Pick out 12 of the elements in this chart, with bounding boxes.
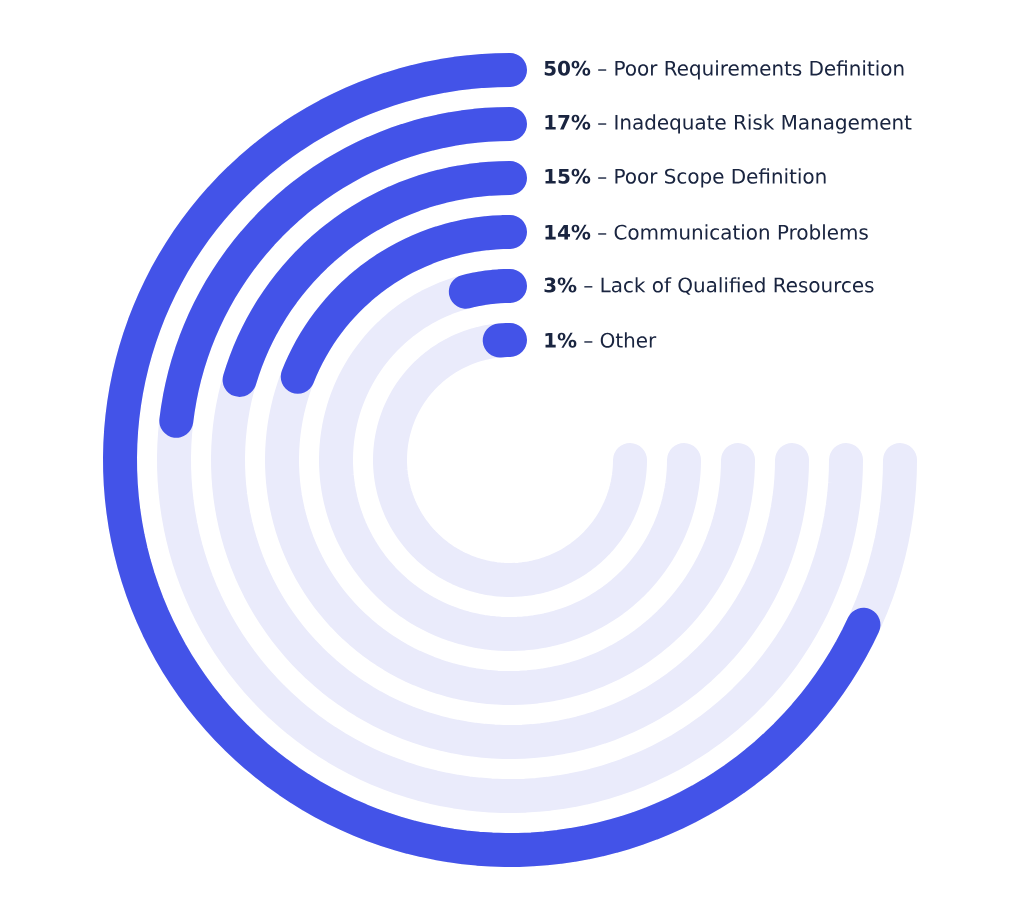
data-label: 17% bbox=[545, 114, 591, 130]
category-label: – Other bbox=[584, 332, 657, 348]
data-label: 14% bbox=[545, 224, 591, 240]
category-label: – Inadequate Risk Management bbox=[598, 114, 912, 134]
category-label: – Poor Requirements Definition bbox=[598, 60, 904, 80]
data-label: 15% bbox=[545, 168, 591, 184]
data-label: 3% bbox=[544, 277, 577, 293]
category-label: – Communication Problems bbox=[598, 224, 868, 240]
data-label: 50% bbox=[544, 60, 591, 76]
data-label: 1% bbox=[545, 332, 577, 348]
category-label: – Poor Scope Definition bbox=[598, 168, 826, 188]
category-label: – Lack of Qualified Resources bbox=[584, 277, 874, 295]
